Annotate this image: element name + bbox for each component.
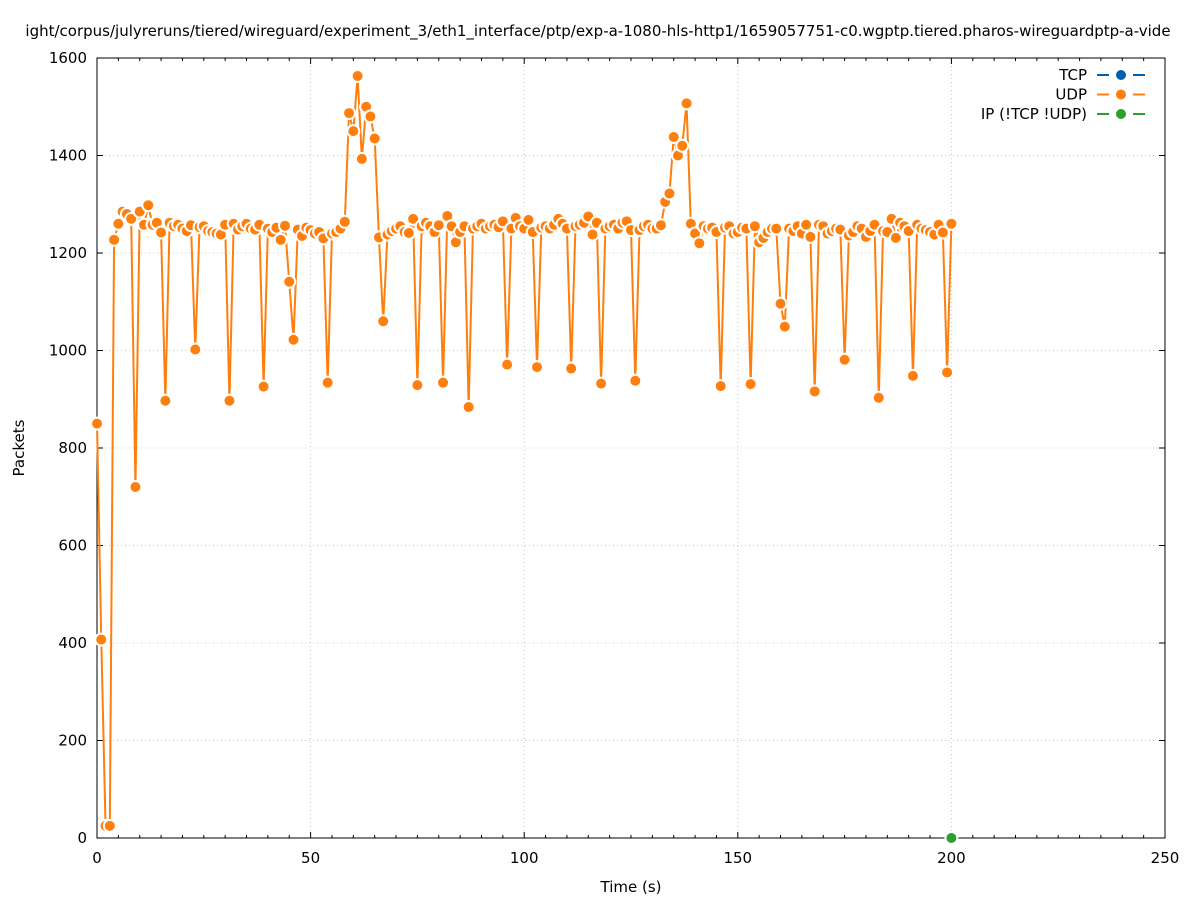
legend-marker xyxy=(1114,107,1128,121)
data-point xyxy=(837,352,852,367)
data-point xyxy=(124,211,139,226)
data-point xyxy=(871,390,886,405)
legend-marker xyxy=(1114,68,1128,82)
grid xyxy=(96,57,1166,839)
x-tick-label: 200 xyxy=(937,849,966,867)
data-point xyxy=(222,393,237,408)
y-tick-label: 1000 xyxy=(49,342,87,360)
data-point xyxy=(747,219,762,234)
data-point xyxy=(675,138,690,153)
data-point xyxy=(594,376,609,391)
series-2 xyxy=(944,831,959,845)
data-point xyxy=(354,151,369,166)
data-point xyxy=(273,232,288,247)
data-point xyxy=(111,216,126,231)
data-point xyxy=(692,236,707,251)
data-point xyxy=(521,212,536,227)
data-point xyxy=(367,131,382,146)
data-point xyxy=(666,129,681,144)
data-point xyxy=(495,214,510,229)
data-point xyxy=(743,377,758,392)
data-point xyxy=(940,365,955,380)
data-point xyxy=(773,296,788,311)
x-tick-label: 150 xyxy=(723,849,752,867)
series-1 xyxy=(90,69,959,833)
y-tick-label: 1600 xyxy=(49,49,87,67)
data-point xyxy=(282,274,297,289)
data-point xyxy=(94,632,109,647)
data-point xyxy=(188,342,203,357)
data-point xyxy=(286,332,301,347)
data-point xyxy=(154,225,169,240)
y-tick-label: 800 xyxy=(58,439,87,457)
data-point xyxy=(461,400,476,415)
y-tick-label: 400 xyxy=(58,634,87,652)
data-point xyxy=(799,217,814,232)
data-point xyxy=(803,229,818,244)
data-point xyxy=(128,480,143,494)
data-point xyxy=(777,319,792,334)
axes: 0 200 400 600 800 1000 1200 1400 1600 0 50 100 150 20… xyxy=(49,49,1180,867)
data-point xyxy=(406,211,421,226)
data-point xyxy=(585,227,600,242)
data-point xyxy=(410,378,425,393)
x-axis-label: Time (s) xyxy=(600,878,662,896)
data-point xyxy=(935,225,950,240)
x-tick-label: 0 xyxy=(92,849,102,867)
data-point xyxy=(944,831,959,845)
data-point xyxy=(807,384,822,399)
legend-label: IP (!TCP !UDP) xyxy=(981,105,1087,123)
data-point xyxy=(679,96,694,111)
data-point xyxy=(320,375,335,390)
legend-label: TCP xyxy=(1058,66,1087,84)
data-point xyxy=(888,230,903,245)
data-point xyxy=(713,379,728,394)
data-point xyxy=(363,109,378,124)
y-tick-label: 0 xyxy=(77,829,87,847)
data-point xyxy=(905,368,920,383)
data-point xyxy=(769,221,784,236)
data-point xyxy=(158,393,173,408)
x-tick-label: 250 xyxy=(1151,849,1180,867)
legend-marker xyxy=(1114,87,1128,102)
data-point xyxy=(564,361,579,376)
x-tick-label: 50 xyxy=(301,849,320,867)
data-point xyxy=(436,375,451,390)
y-tick-label: 600 xyxy=(58,537,87,555)
y-axis-label: Packets xyxy=(10,419,28,476)
data-point xyxy=(376,314,391,329)
data-point xyxy=(277,218,292,233)
data-point xyxy=(337,214,352,229)
data-point xyxy=(342,106,357,121)
data-point xyxy=(102,818,117,833)
chart-title: ight/corpus/julyreruns/tiered/wireguard/… xyxy=(25,22,1170,41)
data-point xyxy=(346,124,361,139)
data-point xyxy=(107,232,122,247)
legend-label: UDP xyxy=(1055,86,1087,104)
x-tick-label: 100 xyxy=(510,849,539,867)
data-point xyxy=(944,216,959,231)
data-point xyxy=(256,379,271,394)
data-point xyxy=(653,218,668,233)
data-point xyxy=(350,69,365,84)
y-tick-label: 1400 xyxy=(49,147,87,165)
data-point xyxy=(500,357,515,372)
data-point xyxy=(90,416,104,431)
series-layer xyxy=(90,69,959,845)
data-point xyxy=(662,186,677,201)
data-point xyxy=(530,360,545,375)
data-point xyxy=(401,226,416,241)
y-tick-label: 200 xyxy=(58,732,87,750)
y-tick-label: 1200 xyxy=(49,244,87,262)
data-point xyxy=(141,198,156,213)
data-point xyxy=(628,373,643,388)
